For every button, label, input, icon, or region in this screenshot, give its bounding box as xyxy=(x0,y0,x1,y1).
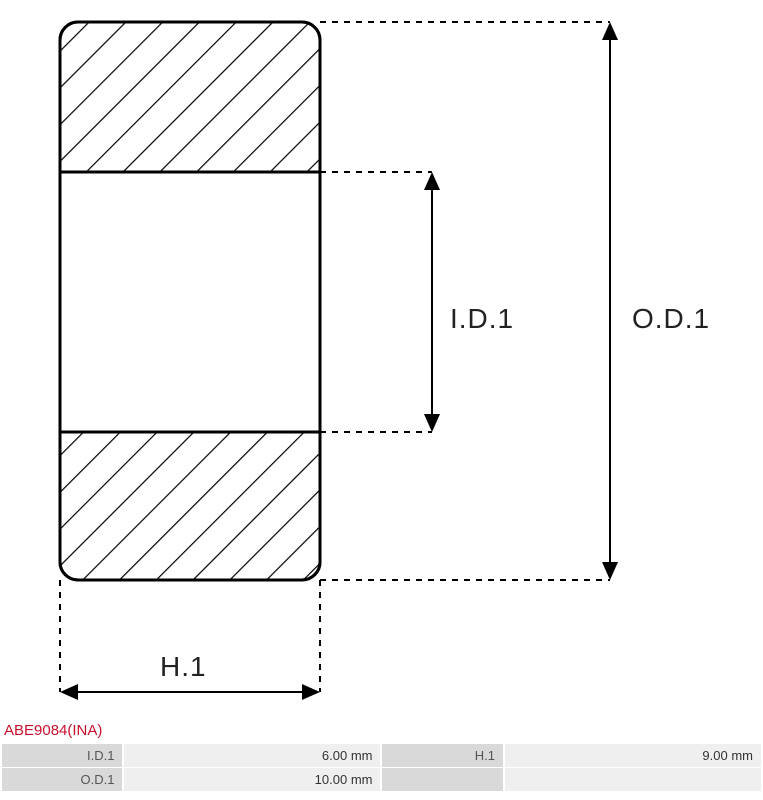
spec-empty-label xyxy=(382,768,502,791)
spec-empty-value xyxy=(505,768,761,791)
hatch-top xyxy=(60,22,320,172)
spec-id1-label: I.D.1 xyxy=(2,744,122,767)
spec-h1-value: 9.00 mm xyxy=(505,744,761,767)
spec-h1-label: H.1 xyxy=(382,744,502,767)
dim-od1-arrow-top xyxy=(602,22,618,40)
spec-id1-value: 6.00 mm xyxy=(124,744,380,767)
table-row: I.D.1 6.00 mm H.1 9.00 mm xyxy=(2,744,761,767)
hatch-bottom xyxy=(60,432,320,580)
spec-od1-label: O.D.1 xyxy=(2,768,122,791)
label-id1: I.D.1 xyxy=(450,303,514,334)
dim-h1-arrow-right xyxy=(302,684,320,700)
spec-od1-value: 10.00 mm xyxy=(124,768,380,791)
dim-h1-arrow-left xyxy=(60,684,78,700)
part-code: ABE9084(INA) xyxy=(0,720,763,743)
technical-diagram: O.D.1 I.D.1 H.1 xyxy=(0,0,763,720)
dim-od1-arrow-bottom xyxy=(602,562,618,580)
table-row: O.D.1 10.00 mm xyxy=(2,768,761,791)
label-od1: O.D.1 xyxy=(632,303,710,334)
dim-id1-arrow-bottom xyxy=(424,414,440,432)
label-h1: H.1 xyxy=(160,651,207,682)
spec-table: I.D.1 6.00 mm H.1 9.00 mm O.D.1 10.00 mm xyxy=(0,743,763,792)
dim-id1-arrow-top xyxy=(424,172,440,190)
